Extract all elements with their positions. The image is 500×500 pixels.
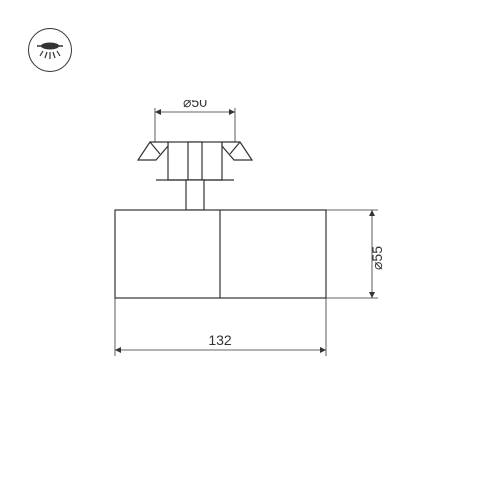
recessed-spotlight-icon <box>32 32 68 68</box>
fixture-type-badge <box>28 28 72 72</box>
dim-body-diameter-label: ⌀55 <box>369 246 385 270</box>
dim-body-length: 132 <box>115 298 326 356</box>
technical-drawing: ⌀50 ⌀55 132 <box>60 100 440 420</box>
fixture-body <box>115 210 326 298</box>
dim-cutout-diameter: ⌀50 <box>155 100 235 142</box>
dim-body-diameter: ⌀55 <box>326 210 385 298</box>
mounting-bracket <box>138 142 252 180</box>
stem <box>186 180 204 210</box>
dim-cutout-label: ⌀50 <box>183 100 207 110</box>
dim-body-length-label: 132 <box>208 332 232 348</box>
